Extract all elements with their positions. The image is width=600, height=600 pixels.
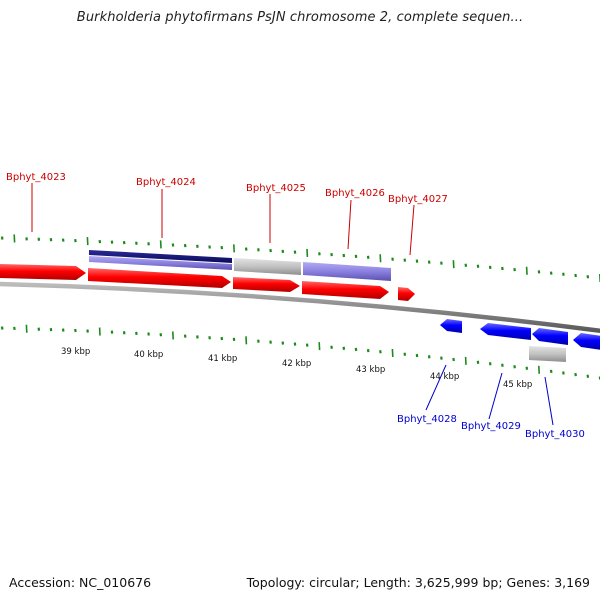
gene-label-bphyt-4029[interactable]: Bphyt_4029: [461, 421, 521, 432]
gene-arrow-4025[interactable]: [233, 277, 300, 292]
gene-arrow-4023[interactable]: [0, 264, 86, 280]
gene-arrow-4030[interactable]: [532, 328, 568, 345]
feature-bar-dark-4024[interactable]: [89, 250, 232, 263]
gene-arrow-4026[interactable]: [302, 281, 389, 299]
kbp-label-45: 45 kbp: [503, 380, 532, 390]
kbp-label-40: 40 kbp: [134, 350, 163, 360]
gene-label-bphyt-4023[interactable]: Bphyt_4023: [6, 172, 66, 183]
gene-label-bphyt-4027[interactable]: Bphyt_4027: [388, 194, 448, 205]
kbp-label-44: 44 kbp: [430, 372, 459, 382]
bottom-tick-row: [0, 324, 600, 380]
gene-arrow-4029[interactable]: [480, 323, 531, 340]
gene-label-bphyt-4028[interactable]: Bphyt_4028: [397, 414, 457, 425]
chromosome-backbone: [0, 281, 600, 334]
gene-arrow-4027[interactable]: [398, 287, 415, 301]
top-tick-row: [0, 234, 600, 283]
gene-label-bphyt-4026[interactable]: Bphyt_4026: [325, 188, 385, 199]
gene-label-bphyt-4024[interactable]: Bphyt_4024: [136, 177, 196, 188]
accession-text: Accession: NC_010676: [9, 575, 152, 590]
gene-arrow-next[interactable]: [573, 333, 600, 350]
feature-bar-grey-4025[interactable]: [234, 258, 301, 275]
gene-arrow-4024[interactable]: [88, 268, 231, 288]
kbp-label-41: 41 kbp: [208, 354, 237, 364]
kbp-label-42: 42 kbp: [282, 359, 311, 369]
feature-bar-grey-4030[interactable]: [529, 346, 566, 362]
kbp-label-39: 39 kbp: [61, 347, 90, 357]
feature-bar-light-4024[interactable]: [89, 256, 232, 270]
callout-lines-top: [31, 183, 415, 256]
map-title: Burkholderia phytofirmans PsJN chromosom…: [76, 10, 524, 25]
genome-summary-text: Topology: circular; Length: 3,625,999 bp…: [246, 575, 590, 590]
feature-bar-light-4026[interactable]: [303, 262, 391, 281]
gene-label-bphyt-4030[interactable]: Bphyt_4030: [525, 429, 585, 440]
kbp-label-43: 43 kbp: [356, 365, 385, 375]
callout-lines-bottom: [425, 364, 554, 426]
gene-label-bphyt-4025[interactable]: Bphyt_4025: [246, 183, 306, 194]
gene-arrow-4028[interactable]: [440, 319, 462, 333]
